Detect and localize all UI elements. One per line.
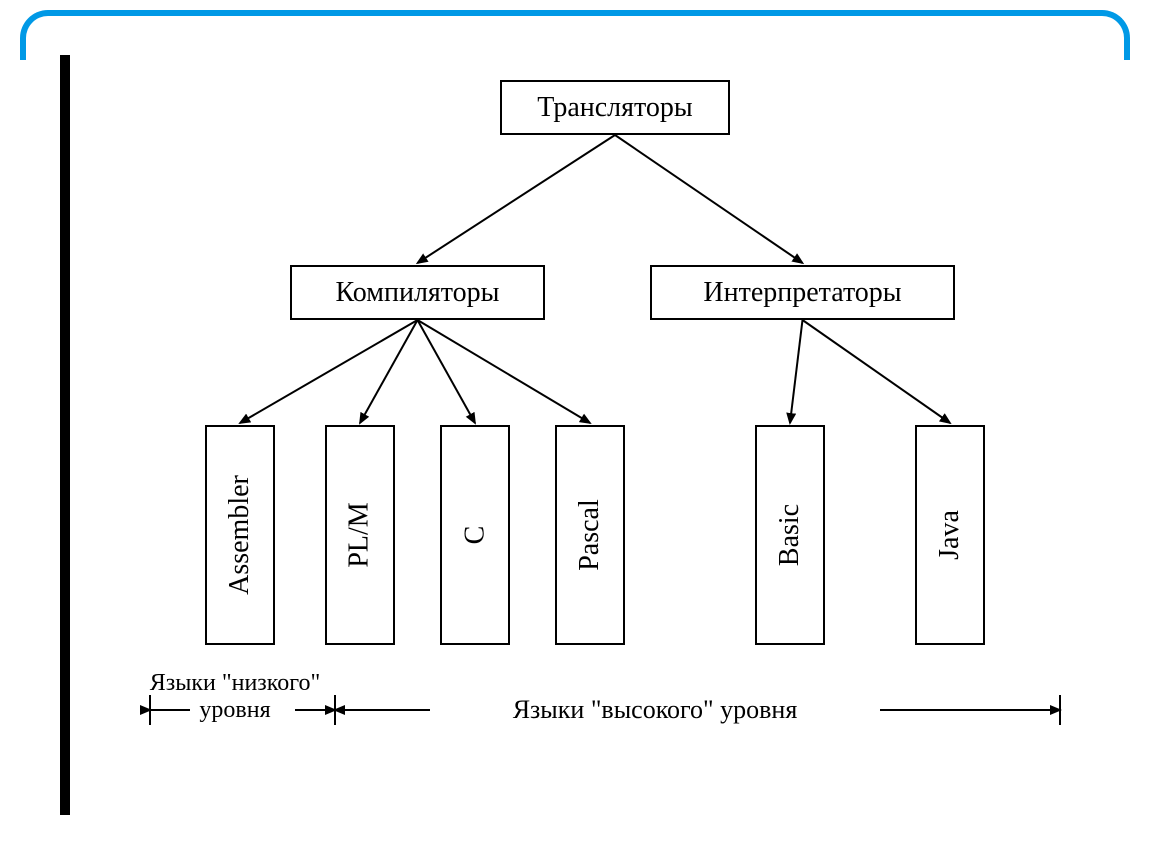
translators-diagram: Трансляторы Компиляторы Интерпретаторы A…: [60, 55, 1080, 815]
node-c: C: [440, 425, 510, 645]
node-basic: Basic: [755, 425, 825, 645]
node-interpreters: Интерпретаторы: [650, 265, 955, 320]
node-label: Basic: [774, 504, 806, 566]
label-low-level: Языки "низкого" уровня: [145, 670, 325, 724]
node-compilers: Компиляторы: [290, 265, 545, 320]
node-translators: Трансляторы: [500, 80, 730, 135]
label-high-level: Языки "высокого" уровня: [440, 695, 870, 725]
slide-top-border: [20, 10, 1130, 60]
node-plm: PL/M: [325, 425, 395, 645]
node-label: C: [459, 526, 491, 545]
node-label: Интерпретаторы: [703, 277, 901, 309]
label-text: Языки "высокого" уровня: [513, 695, 798, 724]
node-java: Java: [915, 425, 985, 645]
node-label: PL/M: [344, 502, 376, 567]
node-assembler: Assembler: [205, 425, 275, 645]
node-pascal: Pascal: [555, 425, 625, 645]
node-label: Pascal: [574, 499, 606, 571]
diagram-left-bar: [60, 55, 70, 815]
node-label: Java: [934, 510, 966, 560]
slide-frame: Трансляторы Компиляторы Интерпретаторы A…: [0, 0, 1150, 864]
node-label: Компиляторы: [336, 277, 500, 309]
label-text: Языки "низкого" уровня: [150, 670, 321, 723]
node-label: Assembler: [224, 475, 256, 595]
node-label: Трансляторы: [537, 92, 692, 124]
